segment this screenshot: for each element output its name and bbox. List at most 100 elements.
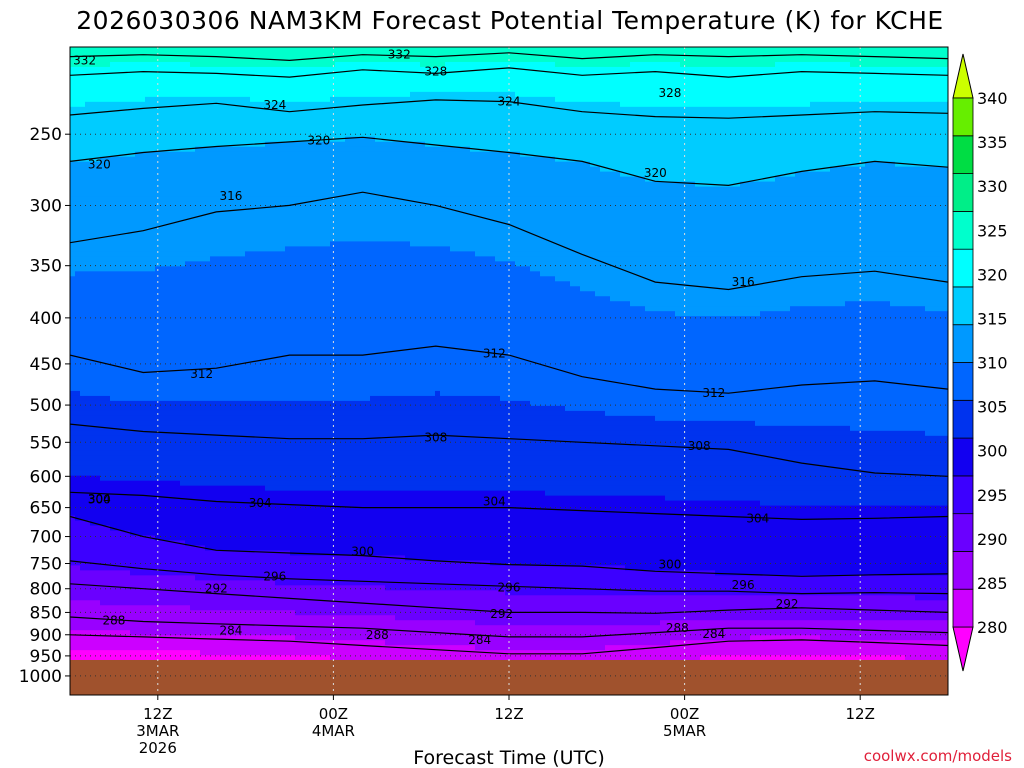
fill-cell xyxy=(80,505,86,512)
fill-cell xyxy=(110,351,116,357)
fill-cell xyxy=(140,485,146,492)
fill-cell xyxy=(85,286,91,292)
fill-cell xyxy=(150,201,156,208)
fill-cell xyxy=(195,221,201,228)
fill-cell xyxy=(70,410,76,417)
fill-cell xyxy=(110,61,116,68)
fill-cell xyxy=(120,291,126,297)
fill-cell xyxy=(120,356,126,362)
fill-cell xyxy=(250,525,256,532)
fill-cell xyxy=(145,445,151,452)
fill-cell xyxy=(80,555,86,562)
fill-cell xyxy=(120,341,126,347)
fill-cell xyxy=(150,266,156,272)
fill-cell xyxy=(205,625,211,631)
fill-cell xyxy=(255,545,261,552)
fill-cell xyxy=(105,550,111,557)
fill-cell xyxy=(240,575,246,581)
fill-cell xyxy=(175,356,181,362)
fill-cell xyxy=(225,226,231,233)
fill-cell xyxy=(255,361,261,367)
fill-cell xyxy=(180,356,186,362)
fill-cell xyxy=(180,366,186,372)
fill-cell xyxy=(160,555,166,562)
fill-cell xyxy=(225,420,231,427)
fill-cell xyxy=(115,530,121,537)
fill-cell xyxy=(180,480,186,487)
fill-cell xyxy=(90,346,96,352)
fill-cell xyxy=(240,116,246,123)
fill-cell xyxy=(120,276,126,282)
fill-cell xyxy=(205,281,211,287)
fill-cell xyxy=(105,440,111,447)
fill-cell xyxy=(195,166,201,173)
fill-cell xyxy=(210,286,216,292)
fill-cell xyxy=(210,151,216,158)
fill-cell xyxy=(100,236,106,242)
fill-cell xyxy=(115,331,121,337)
fill-cell xyxy=(185,81,191,88)
fill-cell xyxy=(225,430,231,437)
fill-cell xyxy=(210,545,216,552)
fill-cell xyxy=(235,321,241,327)
fill-cell xyxy=(150,570,156,576)
fill-cell xyxy=(250,261,256,267)
fill-cell xyxy=(220,346,226,352)
fill-cell xyxy=(100,276,106,282)
fill-cell xyxy=(230,455,236,462)
fill-cell xyxy=(245,136,251,143)
fill-cell xyxy=(225,520,231,527)
fill-cell xyxy=(190,645,196,651)
fill-cell xyxy=(140,236,146,242)
fill-cell xyxy=(150,91,156,98)
fill-cell xyxy=(130,450,136,457)
fill-cell xyxy=(100,525,106,532)
fill-cell xyxy=(130,246,136,252)
fill-cell xyxy=(255,595,261,601)
fill-cell xyxy=(235,286,241,292)
fill-cell xyxy=(230,321,236,327)
fill-cell xyxy=(205,435,211,442)
fill-cell xyxy=(95,520,101,527)
fill-cell xyxy=(70,231,76,238)
fill-cell xyxy=(220,106,226,113)
fill-cell xyxy=(240,395,246,402)
fill-cell xyxy=(230,361,236,367)
fill-cell xyxy=(85,480,91,487)
fill-cell xyxy=(150,346,156,352)
fill-cell xyxy=(120,371,126,377)
fill-cell xyxy=(190,555,196,562)
fill-cell xyxy=(75,266,81,272)
fill-cell xyxy=(190,156,196,163)
fill-cell xyxy=(255,525,261,532)
fill-cell xyxy=(240,385,246,392)
fill-cell xyxy=(100,191,106,198)
fill-cell xyxy=(150,380,156,387)
fill-cell xyxy=(70,191,76,198)
fill-cell xyxy=(130,465,136,472)
fill-cell xyxy=(220,535,226,542)
fill-cell xyxy=(100,116,106,123)
fill-cell xyxy=(200,251,206,257)
fill-cell xyxy=(75,286,81,292)
fill-cell xyxy=(210,450,216,457)
fill-cell xyxy=(260,66,266,73)
fill-cell xyxy=(75,306,81,312)
fill-cell xyxy=(120,311,126,317)
fill-cell xyxy=(120,346,126,352)
fill-cell xyxy=(220,47,226,53)
fill-cell xyxy=(245,61,251,68)
fill-cell xyxy=(215,455,221,462)
fill-cell xyxy=(135,470,141,477)
fill-cell xyxy=(95,356,101,362)
fill-cell xyxy=(195,655,201,661)
fill-cell xyxy=(85,241,91,247)
fill-cell xyxy=(145,351,151,357)
fill-cell xyxy=(250,595,256,601)
fill-cell xyxy=(200,311,206,317)
fill-cell xyxy=(110,530,116,537)
fill-cell xyxy=(180,655,186,661)
fill-cell xyxy=(170,296,176,302)
fill-cell xyxy=(225,71,231,78)
fill-cell xyxy=(140,331,146,337)
